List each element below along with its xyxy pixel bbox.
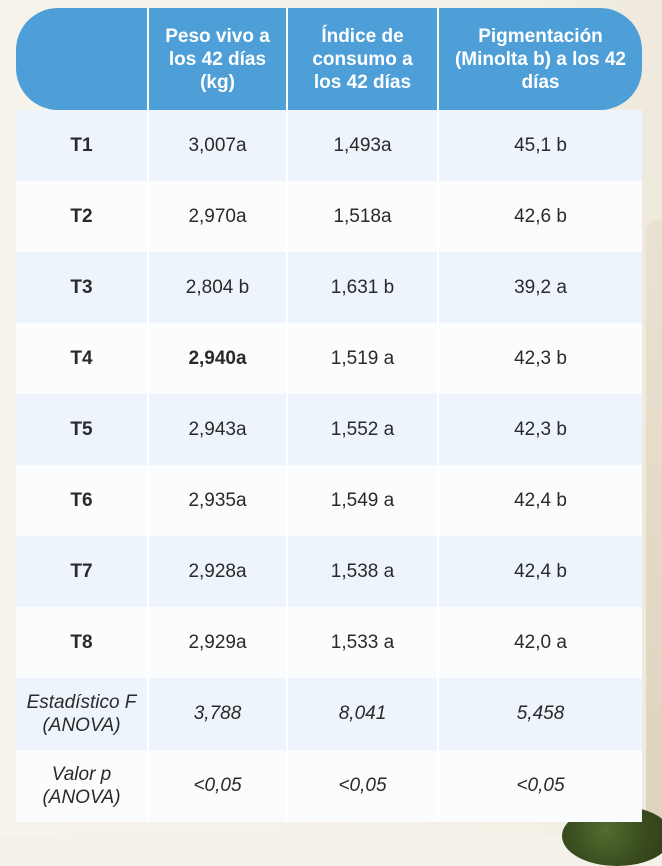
stat-indice: 8,041 <box>286 678 438 750</box>
cell-indice: 1,552 a <box>286 394 438 465</box>
cell-pigmentacion: 42,6 b <box>437 181 642 252</box>
table-header-row: Peso vivo a los 42 días (kg) Índice de c… <box>16 8 642 110</box>
table-row: T1 3,007a 1,493a 45,1 b <box>16 110 642 181</box>
stat-indice: <0,05 <box>286 750 438 822</box>
header-indice-consumo: Índice de consumo a los 42 días <box>286 8 438 110</box>
stat-label: Estadístico F (ANOVA) <box>16 678 148 750</box>
cell-pigmentacion: 42,0 a <box>437 607 642 678</box>
cell-pigmentacion: 42,4 b <box>437 536 642 607</box>
cell-peso: 2,943a <box>147 394 287 465</box>
header-peso-vivo: Peso vivo a los 42 días (kg) <box>147 8 287 110</box>
row-label: T2 <box>16 181 148 252</box>
row-label: T8 <box>16 607 148 678</box>
stat-row-f: Estadístico F (ANOVA) 3,788 8,041 5,458 <box>16 678 642 750</box>
results-table: Peso vivo a los 42 días (kg) Índice de c… <box>16 8 642 822</box>
row-label: T7 <box>16 536 148 607</box>
table-row: T5 2,943a 1,552 a 42,3 b <box>16 394 642 465</box>
cell-peso: 2,940a <box>147 323 287 394</box>
cell-pigmentacion: 45,1 b <box>437 110 642 181</box>
header-corner <box>16 8 148 110</box>
row-label: T4 <box>16 323 148 394</box>
row-label: T5 <box>16 394 148 465</box>
cell-indice: 1,549 a <box>286 465 438 536</box>
cell-peso: 3,007a <box>147 110 287 181</box>
stat-row-p: Valor p (ANOVA) <0,05 <0,05 <0,05 <box>16 750 642 822</box>
cell-indice: 1,538 a <box>286 536 438 607</box>
cell-peso: 2,935a <box>147 465 287 536</box>
stat-pigmentacion: 5,458 <box>437 678 642 750</box>
table-row: T3 2,804 b 1,631 b 39,2 a <box>16 252 642 323</box>
header-pigmentacion: Pigmentación (Minolta b) a los 42 días <box>437 8 642 110</box>
cell-peso: 2,929a <box>147 607 287 678</box>
cell-pigmentacion: 42,4 b <box>437 465 642 536</box>
results-table-container: Peso vivo a los 42 días (kg) Índice de c… <box>16 8 642 822</box>
cell-pigmentacion: 39,2 a <box>437 252 642 323</box>
table-row: T6 2,935a 1,549 a 42,4 b <box>16 465 642 536</box>
cell-indice: 1,493a <box>286 110 438 181</box>
table-row: T8 2,929a 1,533 a 42,0 a <box>16 607 642 678</box>
stat-peso: 3,788 <box>147 678 287 750</box>
cell-peso: 2,970a <box>147 181 287 252</box>
cell-peso: 2,928a <box>147 536 287 607</box>
table-row: T7 2,928a 1,538 a 42,4 b <box>16 536 642 607</box>
stat-label: Valor p (ANOVA) <box>16 750 148 822</box>
stat-peso: <0,05 <box>147 750 287 822</box>
row-label: T1 <box>16 110 148 181</box>
cell-indice: 1,533 a <box>286 607 438 678</box>
cell-indice: 1,518a <box>286 181 438 252</box>
row-label: T3 <box>16 252 148 323</box>
cell-peso: 2,804 b <box>147 252 287 323</box>
cell-indice: 1,519 a <box>286 323 438 394</box>
stat-pigmentacion: <0,05 <box>437 750 642 822</box>
table-row: T4 2,940a 1,519 a 42,3 b <box>16 323 642 394</box>
decorative-strip <box>646 220 662 836</box>
row-label: T6 <box>16 465 148 536</box>
cell-pigmentacion: 42,3 b <box>437 323 642 394</box>
cell-indice: 1,631 b <box>286 252 438 323</box>
cell-pigmentacion: 42,3 b <box>437 394 642 465</box>
table-row: T2 2,970a 1,518a 42,6 b <box>16 181 642 252</box>
